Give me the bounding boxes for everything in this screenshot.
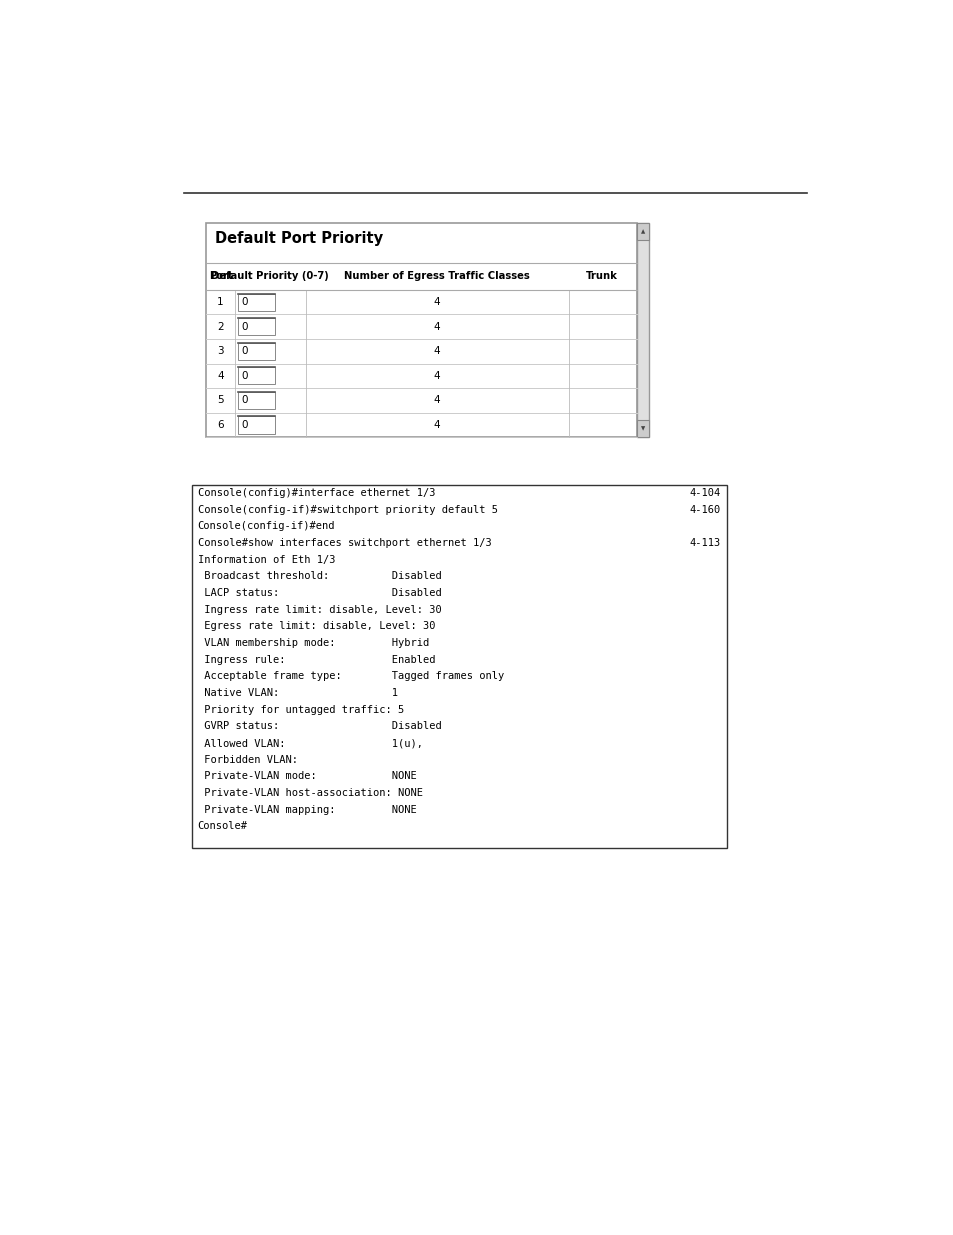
Text: Acceptable frame type:        Tagged frames only: Acceptable frame type: Tagged frames onl… [197,672,503,682]
FancyBboxPatch shape [237,294,274,311]
Text: Trunk: Trunk [585,270,618,280]
Text: ▲: ▲ [640,230,644,235]
Text: 3: 3 [217,346,224,357]
FancyBboxPatch shape [237,416,274,433]
Text: Priority for untagged traffic: 5: Priority for untagged traffic: 5 [197,705,403,715]
Text: 4: 4 [434,346,440,357]
Text: Private-VLAN mode:            NONE: Private-VLAN mode: NONE [197,772,416,782]
Text: 4: 4 [434,298,440,308]
Text: LACP status:                  Disabled: LACP status: Disabled [197,588,441,598]
Text: 4: 4 [434,395,440,405]
Text: 4-160: 4-160 [689,505,720,515]
Text: Native VLAN:                  1: Native VLAN: 1 [197,688,397,698]
Text: Egress rate limit: disable, Level: 30: Egress rate limit: disable, Level: 30 [197,621,435,631]
FancyBboxPatch shape [237,342,274,359]
Text: ▼: ▼ [640,426,644,431]
Text: 0: 0 [241,322,248,332]
Text: Forbidden VLAN:: Forbidden VLAN: [197,755,297,764]
Text: 4-104: 4-104 [689,488,720,498]
Text: Ingress rule:                 Enabled: Ingress rule: Enabled [197,655,435,664]
Text: 1: 1 [217,298,224,308]
FancyBboxPatch shape [237,391,274,409]
Text: 0: 0 [241,395,248,405]
FancyBboxPatch shape [237,319,274,336]
Text: VLAN membership mode:         Hybrid: VLAN membership mode: Hybrid [197,638,429,648]
Text: 2: 2 [217,322,224,332]
Text: 0: 0 [241,346,248,357]
Text: Default Priority (0-7): Default Priority (0-7) [211,270,329,280]
Text: 4: 4 [434,420,440,430]
FancyBboxPatch shape [192,485,726,848]
Text: Console(config)#interface ethernet 1/3: Console(config)#interface ethernet 1/3 [197,488,435,498]
Text: Default Port Priority: Default Port Priority [215,231,383,246]
Text: 4-113: 4-113 [689,538,720,548]
Text: Port: Port [209,270,233,280]
Text: 6: 6 [217,420,224,430]
Text: 4: 4 [434,370,440,380]
Text: Console#show interfaces switchport ethernet 1/3: Console#show interfaces switchport ether… [197,538,491,548]
Text: Number of Egress Traffic Classes: Number of Egress Traffic Classes [344,270,530,280]
Text: Private-VLAN mapping:         NONE: Private-VLAN mapping: NONE [197,805,416,815]
FancyBboxPatch shape [237,367,274,384]
FancyBboxPatch shape [637,420,649,437]
FancyBboxPatch shape [637,224,649,241]
Text: 4: 4 [434,322,440,332]
Text: 0: 0 [241,420,248,430]
Text: Information of Eth 1/3: Information of Eth 1/3 [197,555,335,564]
Text: Console(config-if)#end: Console(config-if)#end [197,521,335,531]
Text: 4: 4 [217,370,224,380]
Text: Broadcast threshold:          Disabled: Broadcast threshold: Disabled [197,572,441,582]
Text: 5: 5 [217,395,224,405]
Text: Ingress rate limit: disable, Level: 30: Ingress rate limit: disable, Level: 30 [197,605,441,615]
FancyBboxPatch shape [637,224,649,437]
Text: 0: 0 [241,370,248,380]
Text: GVRP status:                  Disabled: GVRP status: Disabled [197,721,441,731]
FancyBboxPatch shape [206,224,637,437]
Text: Private-VLAN host-association: NONE: Private-VLAN host-association: NONE [197,788,422,798]
Text: Console(config-if)#switchport priority default 5: Console(config-if)#switchport priority d… [197,505,497,515]
Text: Console#: Console# [197,821,248,831]
Text: 0: 0 [241,298,248,308]
Text: Allowed VLAN:                 1(u),: Allowed VLAN: 1(u), [197,739,422,748]
